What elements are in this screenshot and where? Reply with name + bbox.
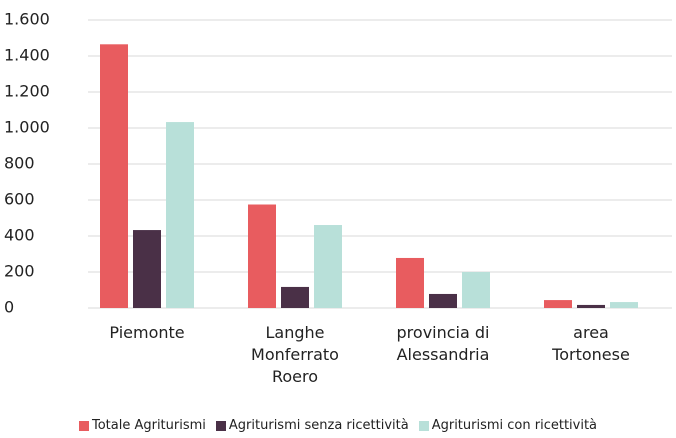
bar bbox=[462, 272, 490, 308]
bar bbox=[166, 122, 194, 308]
legend-label: Agriturismi con ricettività bbox=[431, 418, 598, 433]
y-tick-label: 1.400 bbox=[4, 46, 50, 65]
y-tick-label: 800 bbox=[4, 154, 35, 173]
bar bbox=[396, 257, 424, 308]
legend-swatch bbox=[418, 420, 429, 431]
x-tick-label: provincia di Alessandria bbox=[396, 323, 490, 364]
bar bbox=[314, 225, 342, 308]
y-tick-label: 1.200 bbox=[4, 82, 50, 101]
legend-label: Totale Agriturismi bbox=[91, 418, 206, 433]
legend-swatch bbox=[215, 420, 226, 431]
legend: Totale Agriturismi Agriturismi senza rice… bbox=[0, 418, 676, 433]
legend-item: Agriturismi senza ricettività bbox=[215, 418, 409, 433]
x-tick-label: area Tortonese bbox=[552, 323, 630, 364]
bar bbox=[100, 44, 128, 309]
bar bbox=[544, 300, 572, 308]
legend-item: Agriturismi con ricettività bbox=[418, 418, 598, 433]
y-tick-label: 400 bbox=[4, 226, 35, 245]
x-tick-label: Langhe Monferrato Roero bbox=[251, 323, 339, 386]
legend-label: Agriturismi senza ricettività bbox=[228, 418, 409, 433]
y-tick-label: 600 bbox=[4, 190, 35, 209]
bar bbox=[577, 304, 605, 308]
y-tick-label: 200 bbox=[4, 262, 35, 281]
legend-item: Totale Agriturismi bbox=[78, 418, 206, 433]
legend-swatch bbox=[78, 420, 89, 431]
bar bbox=[133, 230, 161, 308]
y-tick-label: 0 bbox=[4, 298, 14, 317]
bar bbox=[610, 302, 638, 308]
bar bbox=[248, 204, 276, 308]
y-tick-label: 1.000 bbox=[4, 118, 50, 137]
bar bbox=[429, 293, 457, 308]
bar bbox=[281, 286, 309, 308]
y-tick-label: 1.600 bbox=[4, 10, 50, 29]
x-tick-label: Piemonte bbox=[109, 323, 185, 342]
